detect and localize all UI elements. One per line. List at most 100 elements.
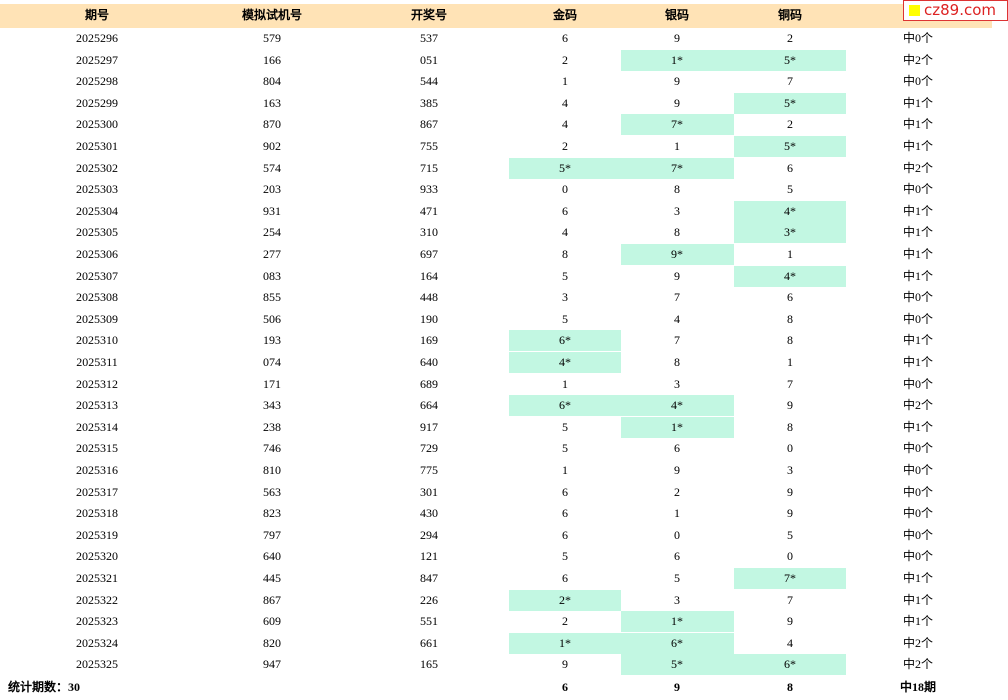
cell: 5: [562, 268, 568, 283]
cell: 6: [787, 290, 793, 305]
hit-cell: [734, 200, 846, 222]
cell: 2025304: [76, 203, 118, 218]
cell: 4: [562, 95, 568, 110]
cell: 2: [787, 31, 793, 45]
cell: 537: [420, 31, 438, 45]
cell: 2025302: [76, 160, 118, 175]
cell: 7: [787, 74, 793, 89]
cell: 9: [787, 484, 793, 499]
cell: 中1个: [902, 203, 934, 218]
cell: 083: [263, 268, 281, 283]
cell: 2025324: [76, 635, 118, 650]
cell: 2: [562, 139, 568, 153]
hit-cell: [621, 611, 734, 633]
cell: 6: [562, 203, 568, 218]
footer-label: 统计期数：30: [8, 680, 81, 694]
cell: 4*: [671, 398, 683, 413]
cell: 3: [674, 376, 680, 391]
cell: 3: [562, 290, 568, 305]
cell: 810: [263, 463, 281, 477]
cell: 8: [674, 182, 680, 197]
cell: 074: [263, 355, 281, 369]
cell: 中0个: [902, 506, 934, 521]
cell: 855: [263, 290, 281, 305]
cell: 823: [263, 506, 281, 521]
cell: 6: [562, 571, 568, 585]
cell: 6: [787, 160, 793, 175]
cell: 中0个: [902, 549, 934, 564]
hit-cell: [509, 395, 621, 417]
cell: 5: [562, 441, 568, 456]
cell: 729: [420, 441, 438, 456]
cell: 715: [420, 160, 438, 175]
hit-cell: [734, 136, 846, 157]
cell: 中1个: [902, 419, 934, 434]
cell: 中2个: [902, 657, 934, 672]
cell: 2: [562, 614, 568, 629]
cell: 中1个: [902, 117, 934, 132]
cell: 2: [787, 117, 793, 132]
cell: 中2个: [902, 52, 934, 67]
cell: 6*: [559, 333, 571, 348]
cell: 6: [562, 527, 568, 542]
cell: 2025308: [76, 290, 118, 305]
cell: 2025323: [76, 614, 118, 629]
hit-cell: [509, 589, 621, 611]
header-cell: 金码: [552, 8, 578, 22]
cell: 640: [263, 549, 281, 564]
cell: 797: [263, 527, 281, 542]
cell: 933: [420, 182, 438, 197]
cell: 中0个: [902, 31, 934, 45]
cell: 4*: [784, 203, 796, 218]
cell: 2025319: [76, 527, 118, 542]
cell: 664: [420, 398, 438, 413]
cell: 1: [562, 376, 568, 391]
cell: 1: [674, 139, 680, 153]
cell: 7*: [671, 160, 683, 175]
cell: 9: [787, 398, 793, 413]
cell: 4: [562, 117, 568, 132]
cell: 867: [420, 117, 438, 132]
footer-cell: 6: [562, 680, 568, 694]
cell: 中0个: [902, 182, 934, 197]
cell: 2025311: [76, 355, 118, 369]
hit-cell: [509, 632, 621, 654]
cell: 中1个: [902, 355, 934, 369]
cell: 1: [674, 506, 680, 521]
cell: 609: [263, 614, 281, 629]
cell: 2025296: [76, 31, 118, 45]
cell: 中1个: [902, 225, 934, 240]
hit-cell: [621, 416, 734, 438]
cell: 947: [263, 657, 281, 672]
cell: 7: [674, 290, 680, 305]
footer-cell: 中18期: [899, 680, 937, 694]
cell: 2025320: [76, 549, 118, 564]
header-cell: 模拟试机号: [241, 8, 303, 22]
cell: 7: [787, 592, 793, 607]
cell: 870: [263, 117, 281, 132]
cell: 2: [562, 52, 568, 67]
cell: 7*: [671, 117, 683, 132]
cell: 171: [263, 376, 281, 391]
cell: 301: [420, 484, 438, 499]
cell: 294: [420, 527, 438, 542]
cell: 0: [674, 527, 680, 542]
cell: 2025317: [76, 484, 118, 499]
cell: 746: [263, 441, 281, 456]
cell: 775: [420, 463, 438, 477]
cell: 9: [674, 31, 680, 45]
cell: 2025298: [76, 74, 118, 89]
hit-cell: [621, 632, 734, 654]
cell: 190: [420, 311, 438, 326]
cell: 5: [674, 571, 680, 585]
hit-cell: [621, 49, 734, 71]
cell: 中1个: [902, 95, 934, 110]
cell: 226: [420, 592, 438, 607]
cell: 2025307: [76, 268, 118, 283]
cell: 755: [420, 139, 438, 153]
header-cell: 铜码: [777, 8, 803, 22]
cell: 2025301: [76, 139, 118, 153]
hit-cell: [621, 654, 734, 676]
hit-cell: [621, 114, 734, 136]
hit-cell: [734, 222, 846, 244]
